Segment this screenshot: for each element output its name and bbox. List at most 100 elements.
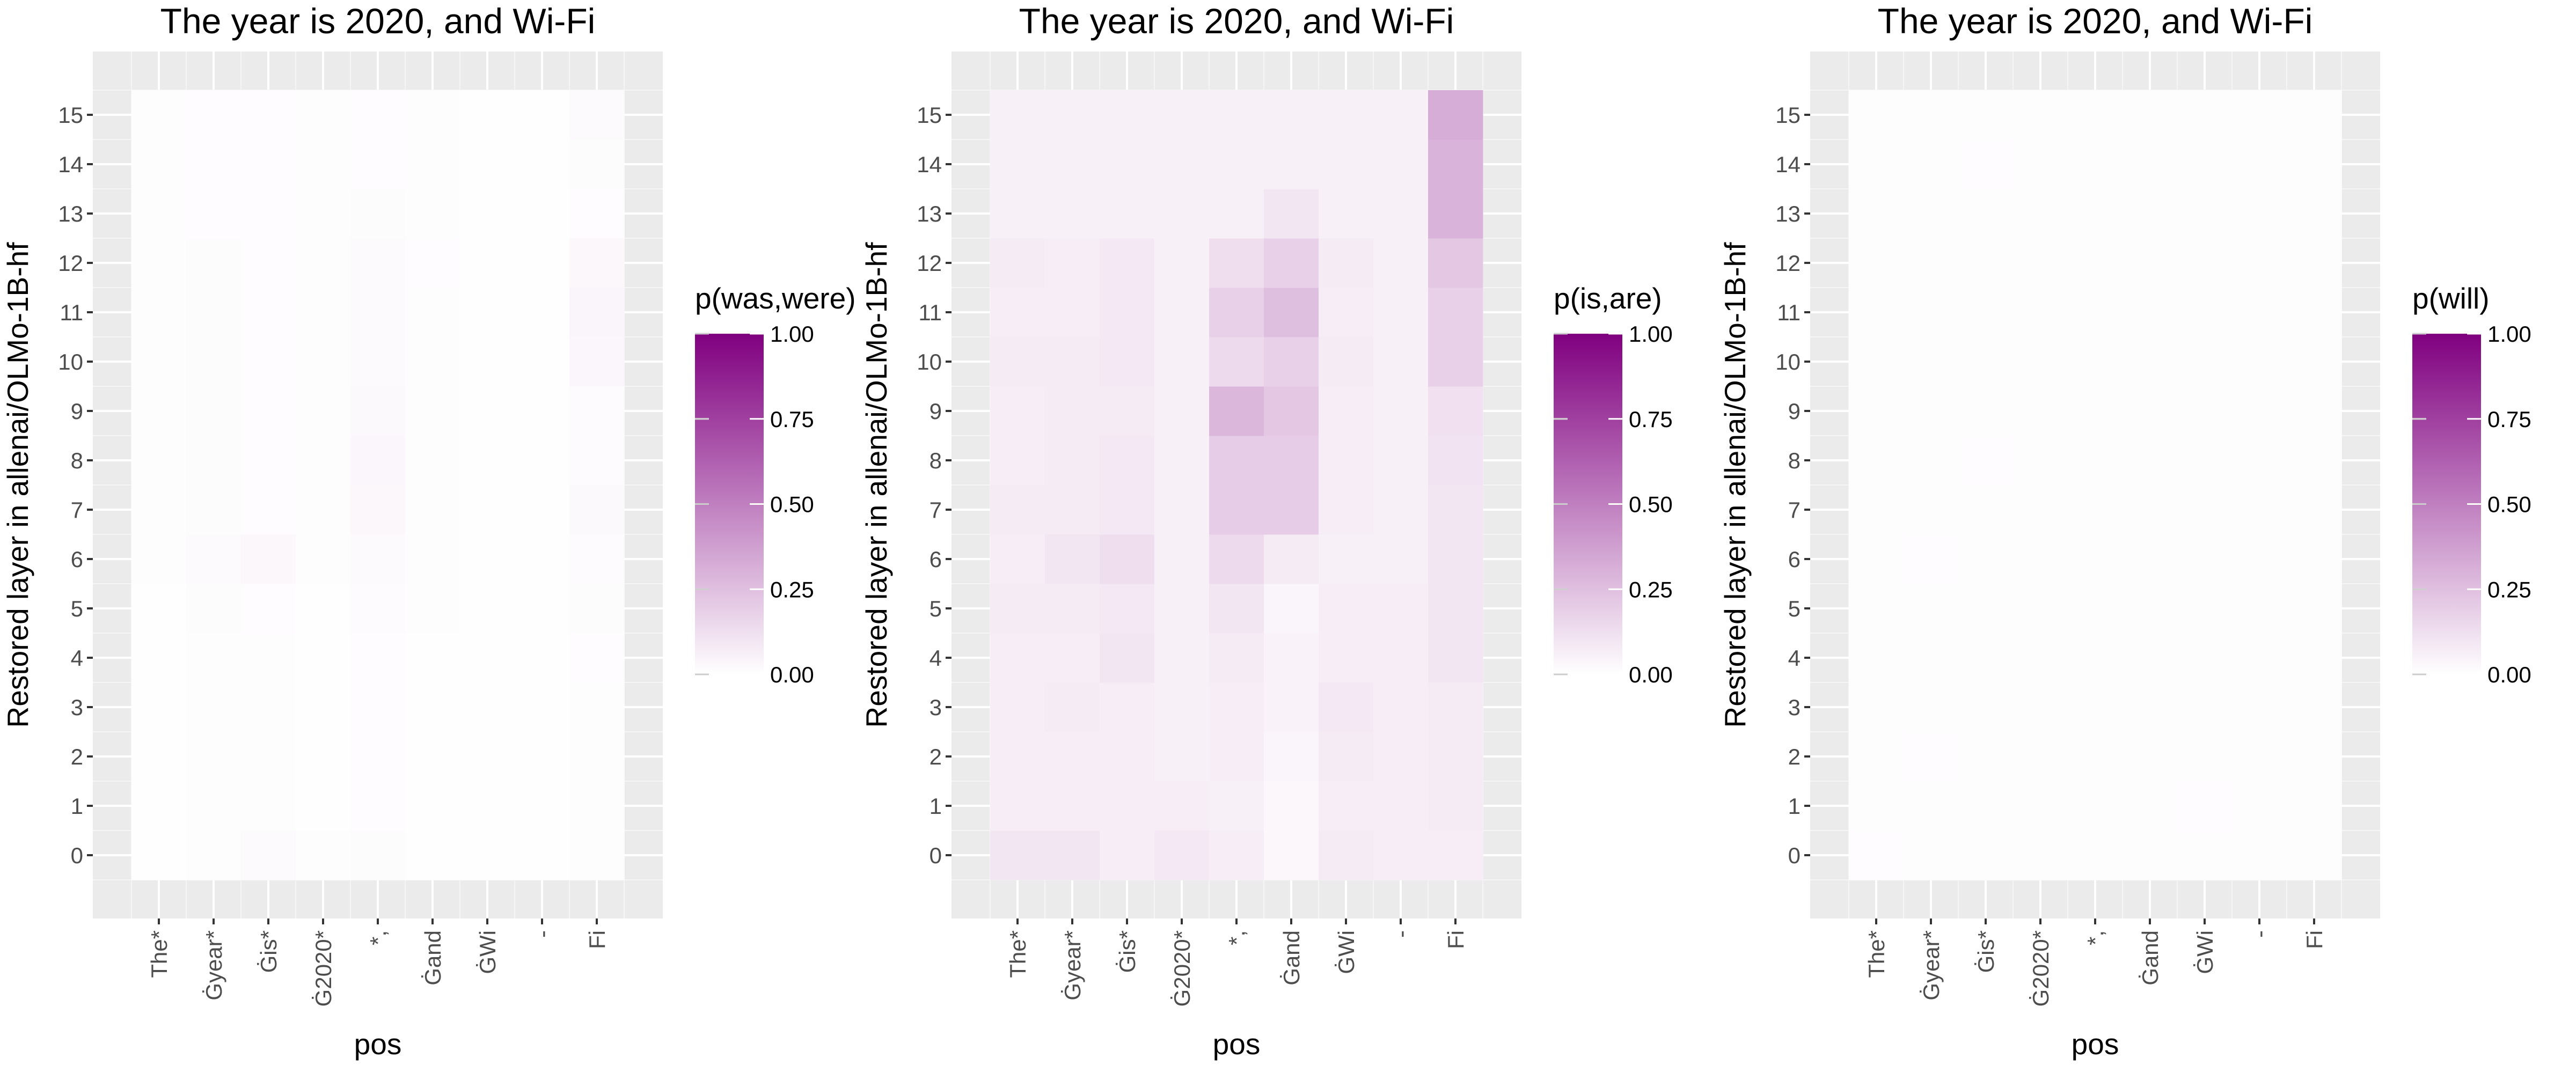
heatmap-cell <box>296 436 351 486</box>
heatmap-cell <box>1958 337 2014 387</box>
heatmap-cell <box>990 238 1045 288</box>
heatmap-cell <box>990 831 1045 880</box>
heatmap-cell <box>1849 238 1904 288</box>
y-tick-label: 11 <box>60 300 83 325</box>
heatmap-cell <box>186 436 241 486</box>
heatmap-cell <box>2068 90 2123 140</box>
heatmap-cell <box>405 732 460 782</box>
heatmap-cell <box>1428 189 1483 239</box>
heatmap-cell <box>1100 436 1155 486</box>
heatmap-cell <box>1154 534 1210 584</box>
heatmap-cell <box>2013 682 2068 732</box>
heatmap-cell <box>1849 189 1904 239</box>
heatmap-cell <box>296 732 351 782</box>
heatmap-cell <box>131 238 187 288</box>
heatmap-cell <box>2287 436 2342 486</box>
heatmap-cell <box>296 534 351 584</box>
heatmap-cell <box>460 436 515 486</box>
heatmap-cell <box>2068 337 2123 387</box>
heatmap-cell <box>2287 682 2342 732</box>
heatmap-cell <box>515 584 570 634</box>
heatmap-cell <box>350 781 406 831</box>
heatmap-cell <box>1958 386 2014 436</box>
heatmap-cell <box>569 732 625 782</box>
x-tick-label: Ġyear* <box>1060 930 1085 1001</box>
heatmap-cell <box>2123 633 2178 683</box>
y-tick-label: 7 <box>930 497 942 523</box>
heatmap-cell <box>990 288 1045 337</box>
heatmap-cell <box>515 534 570 584</box>
heatmap-cell <box>460 386 515 436</box>
heatmap-cell <box>241 485 296 535</box>
legend-tick-label: 1.00 <box>2487 321 2531 347</box>
heatmap-cell <box>1154 238 1210 288</box>
heatmap-cell <box>2123 238 2178 288</box>
heatmap-cell <box>1154 436 1210 486</box>
chart-panel-3: The year is 2020, and Wi-Fi0123456789101… <box>1718 1 2531 1061</box>
heatmap-cell <box>405 288 460 337</box>
heatmap-cell <box>2232 238 2287 288</box>
heatmap-cell <box>1373 90 1429 140</box>
y-tick-label: 14 <box>58 152 83 177</box>
heatmap-cell <box>2287 238 2342 288</box>
heatmap-cell <box>2013 288 2068 337</box>
heatmap-cell <box>1849 831 1904 880</box>
y-tick-label: 0 <box>1788 843 1801 868</box>
heatmap-cell <box>241 732 296 782</box>
heatmap-cells <box>131 90 625 880</box>
legend-tick-label: 0.00 <box>1629 662 1673 687</box>
heatmap-cell <box>569 436 625 486</box>
heatmap-cell <box>1904 436 1959 486</box>
heatmap-cell <box>515 732 570 782</box>
heatmap-cell <box>515 189 570 239</box>
heatmap-cell <box>241 633 296 683</box>
heatmap-cell <box>131 781 187 831</box>
heatmap-cell <box>1904 189 1959 239</box>
heatmap-cell <box>515 436 570 486</box>
x-tick-label: The* <box>147 930 172 978</box>
heatmap-cell <box>1904 781 1959 831</box>
heatmap-cell <box>1373 534 1429 584</box>
heatmap-cell <box>2123 584 2178 634</box>
heatmap-cell <box>131 732 187 782</box>
heatmap-cell <box>2068 189 2123 239</box>
heatmap-cell <box>186 485 241 535</box>
heatmap-cell <box>990 584 1045 634</box>
heatmap-cell <box>1045 584 1100 634</box>
heatmap-cell <box>1154 732 1210 782</box>
heatmap-cell <box>405 337 460 387</box>
heatmap-cell <box>1319 386 1374 436</box>
heatmap-cell <box>1958 485 2014 535</box>
heatmap-cell <box>1319 238 1374 288</box>
heatmap-cell <box>2287 584 2342 634</box>
heatmap-cell <box>350 386 406 436</box>
heatmap-cell <box>1264 90 1319 140</box>
heatmap-cell <box>1264 238 1319 288</box>
y-tick-label: 9 <box>1788 399 1801 424</box>
heatmap-cell <box>1319 139 1374 189</box>
x-axis: The* Ġyear* Ġis* Ġ2020* *, Ġand ĠWi - Fi pos <box>1005 918 1468 1061</box>
legend-title: p(is,are) <box>1554 282 1662 315</box>
legend-tick-label: 0.25 <box>1629 577 1673 602</box>
heatmap-cell <box>1319 436 1374 486</box>
heatmap-cell <box>186 831 241 880</box>
x-tick-label: *, <box>2083 930 2108 945</box>
y-tick-label: 1 <box>71 793 83 819</box>
heatmap-cell <box>1209 288 1264 337</box>
heatmap-cell <box>1849 781 1904 831</box>
heatmap-cell <box>1849 90 1904 140</box>
heatmap-cell <box>2123 288 2178 337</box>
heatmap-cell <box>1100 584 1155 634</box>
heatmap-cell <box>2068 238 2123 288</box>
heatmap-cell <box>1373 781 1429 831</box>
heatmap-cell <box>1209 90 1264 140</box>
heatmap-cell <box>515 831 570 880</box>
heatmap-cell <box>460 139 515 189</box>
heatmap-cell <box>1428 584 1483 634</box>
heatmap-cell <box>2123 781 2178 831</box>
heatmap-cell <box>2177 337 2233 387</box>
heatmap-cell <box>405 90 460 140</box>
heatmap-cell <box>1100 139 1155 189</box>
heatmap-cell <box>1264 288 1319 337</box>
